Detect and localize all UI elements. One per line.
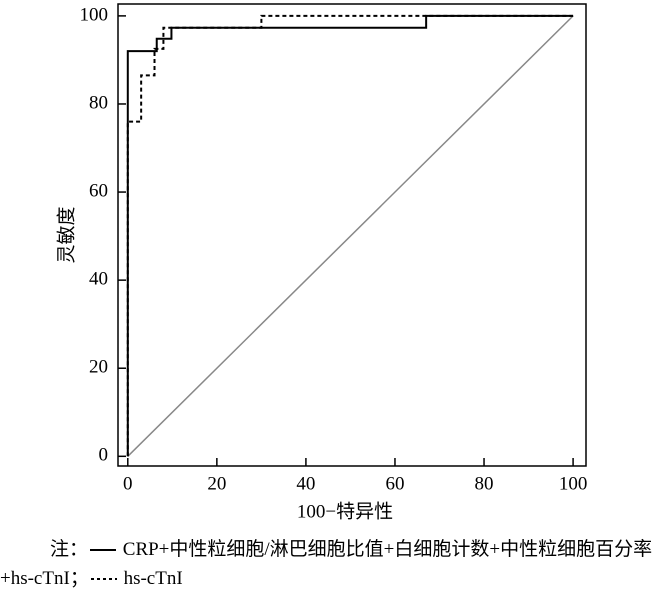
note: 注： CRP+中性粒细胞/淋巴细胞比值+白细胞计数+中性粒细胞百分率+hs-cT… (0, 535, 667, 593)
y-tick-label: 40 (89, 269, 108, 290)
y-tick-label: 20 (89, 357, 108, 378)
x-tick-label: 40 (296, 473, 315, 494)
legend-symbol (90, 549, 117, 551)
x-tick-label: 60 (385, 473, 404, 494)
x-axis-label: 100−特异性 (297, 500, 393, 522)
roc-line (126, 14, 574, 457)
y-tick-label: 80 (89, 92, 108, 113)
note-prefix: 注： (50, 539, 89, 560)
reference-line (127, 15, 574, 457)
y-tick-label: 100 (80, 4, 109, 25)
x-tick-label: 100 (559, 473, 588, 494)
x-tick-label: 80 (475, 473, 494, 494)
y-tick-label: 0 (99, 445, 109, 466)
y-tick-label: 60 (89, 180, 108, 201)
y-axis-label: 灵敏度 (55, 206, 77, 263)
chart: 100−特异性 灵敏度 0 20 40 60 80 100 0 20 40 60 80 100 (55, 3, 588, 522)
legend-symbol (90, 578, 117, 580)
legend-entry: CRP+中性粒细胞/淋巴细胞比值+白细胞计数+中性粒细胞百分率+hs-cTnI (0, 539, 653, 589)
roc-line (126, 14, 574, 457)
legend-entry: hs-cTnI (123, 568, 183, 589)
plot-frame (117, 3, 587, 467)
separator: ； (69, 568, 89, 589)
x-tick-label: 20 (207, 473, 226, 494)
x-tick-label: 0 (123, 473, 133, 494)
